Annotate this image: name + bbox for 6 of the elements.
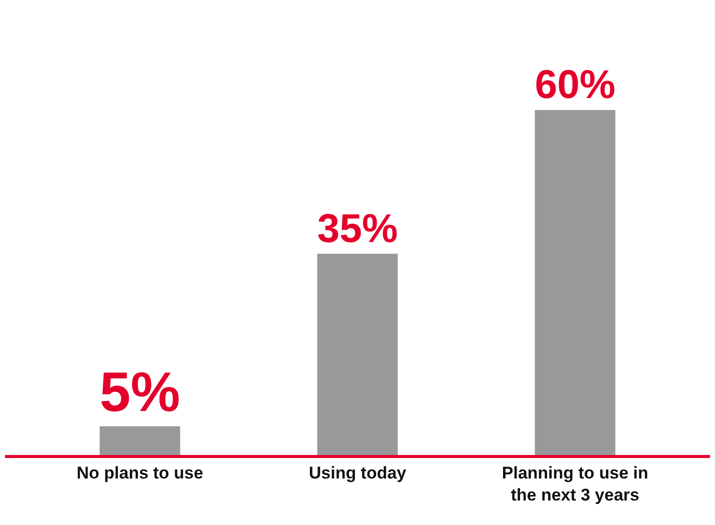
x-tick-label: Using today xyxy=(308,463,407,482)
x-tick-label: Planning to use in the next 3 years xyxy=(502,463,648,504)
data-label: 5% xyxy=(100,361,180,424)
x-tick-label: No plans to use xyxy=(76,463,204,482)
data-label: 60% xyxy=(534,62,616,108)
data-label: 35% xyxy=(317,206,398,251)
